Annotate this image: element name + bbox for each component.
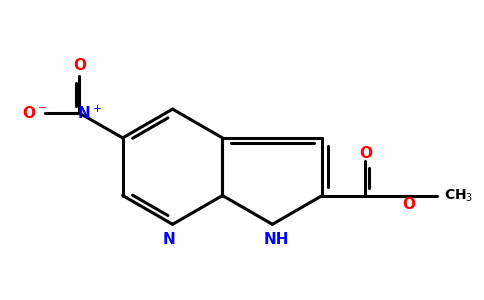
Text: O: O	[73, 58, 86, 73]
Text: O: O	[402, 197, 415, 212]
Text: O$^-$: O$^-$	[22, 105, 47, 121]
Text: NH: NH	[263, 232, 288, 247]
Text: N: N	[163, 232, 176, 247]
Text: CH$_3$: CH$_3$	[444, 187, 474, 204]
Text: N$^+$: N$^+$	[77, 104, 102, 122]
Text: O: O	[359, 146, 372, 161]
